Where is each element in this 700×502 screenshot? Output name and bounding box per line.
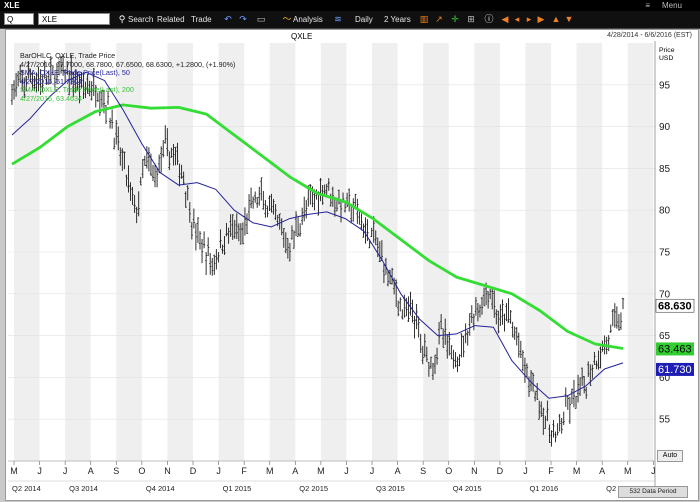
month-label: M <box>10 466 18 476</box>
month-label: A <box>395 466 401 476</box>
quarter-label: Q4 2014 <box>146 484 175 493</box>
legend-sma50-values: 4/27/2016, 61.7304 <box>20 76 82 86</box>
legend-sma200-values: 4/27/2016, 63.4634 <box>20 93 82 103</box>
month-label: O <box>445 466 452 476</box>
price-axis-unit-line2: USD <box>659 55 674 62</box>
month-label: F <box>548 466 554 476</box>
month-label: F <box>241 466 247 476</box>
month-label: S <box>113 466 119 476</box>
zoom-in-icon[interactable]: ▲ <box>551 14 561 24</box>
month-label: J <box>37 466 42 476</box>
menu-icon[interactable]: ≡ <box>645 1 650 10</box>
date-range: 4/28/2014 - 6/6/2016 (EST) <box>607 32 692 39</box>
month-label: M <box>317 466 325 476</box>
quarter-label: Q3 2015 <box>376 484 405 493</box>
legend-sma50-name: SMA, QXLE, Trade Price(Last), 50 <box>20 68 130 78</box>
trade-menu[interactable]: Trade <box>191 15 212 24</box>
search-icon[interactable]: ⚲ <box>118 14 126 24</box>
y-tick-label: 75 <box>659 248 671 259</box>
month-label: N <box>164 466 171 476</box>
month-label: J <box>370 466 375 476</box>
month-label: A <box>88 466 94 476</box>
sma200-price-tag-bg <box>656 342 694 356</box>
last-price-tag: 68.630 <box>658 300 692 312</box>
y-tick-label: 80 <box>659 206 671 217</box>
related-menu[interactable]: Related <box>157 15 185 24</box>
y-tick-label: 70 <box>659 289 671 300</box>
chart-title: QXLE <box>291 32 313 41</box>
month-label: J <box>63 466 68 476</box>
info-icon[interactable]: ⓘ <box>484 14 494 24</box>
window-titlebar: XLE ≡ Menu <box>0 0 700 11</box>
month-label: A <box>292 466 298 476</box>
data-period-label[interactable]: 532 Data Period <box>618 486 688 498</box>
redo-icon[interactable]: ↷ <box>239 14 247 24</box>
chart-style-icon[interactable]: ▥ <box>419 14 429 24</box>
month-label: M <box>266 466 274 476</box>
y-tick-label: 85 <box>659 164 671 175</box>
search-type-dropdown[interactable]: Q <box>4 13 34 25</box>
month-label: S <box>420 466 426 476</box>
auto-scale-button[interactable]: Auto <box>657 450 683 462</box>
month-label: O <box>138 466 145 476</box>
interval-select[interactable]: Daily <box>355 15 373 24</box>
last-price-tag-bg <box>655 298 695 313</box>
analysis-menu[interactable]: Analysis <box>293 15 323 24</box>
quarter-label: Q4 2015 <box>453 484 482 493</box>
zoom-out-icon[interactable]: ▼ <box>564 14 574 24</box>
month-label: J <box>344 466 349 476</box>
month-label: M <box>624 466 632 476</box>
price-axis-unit-line1: Price <box>659 47 675 54</box>
first-page-icon[interactable]: ◀ <box>501 14 509 24</box>
legend-ohlc-name: BarOHLC, QXLE, Trade Price <box>20 51 116 60</box>
sma50-price-tag: 61.730 <box>658 364 692 376</box>
next-page-icon[interactable]: ▸ <box>526 14 532 24</box>
sma200-price-tag: 63.463 <box>658 343 692 355</box>
symbol-value: XLE <box>42 15 58 24</box>
legend-ohlc-values: 4/27/2016, 67.7000, 68.7800, 67.6500, 68… <box>20 59 236 69</box>
y-tick-label: 95 <box>659 80 671 91</box>
search-type-value: Q <box>7 15 14 24</box>
month-label: D <box>190 466 197 476</box>
prev-page-icon[interactable]: ◂ <box>514 14 520 24</box>
quarter-label: Q2 2015 <box>299 484 328 493</box>
quarter-label: Q3 2014 <box>69 484 98 493</box>
quarter-label: Q1 2015 <box>223 484 252 493</box>
toolbar: Q XLE ⚲ Search Related Trade ↶ ↷ ▭ 〜 Ana… <box>0 11 700 29</box>
quarter-label: Q1 2016 <box>529 484 558 493</box>
y-tick-label: 55 <box>659 415 671 426</box>
grid-icon[interactable]: ⊞ <box>467 14 475 24</box>
sma50-price-tag-bg <box>656 362 694 376</box>
month-label: J <box>216 466 221 476</box>
last-page-icon[interactable]: ▶ <box>537 14 545 24</box>
drawing-icon[interactable]: ≋ <box>334 14 342 24</box>
sma200-line <box>11 103 624 350</box>
search-button[interactable]: Search <box>128 15 154 24</box>
sma50-line <box>11 71 624 399</box>
legend-sma200-name: SMA, QXLE, Trade Price(Last), 200 <box>20 85 134 95</box>
menu-button[interactable]: Menu <box>661 1 682 10</box>
month-label: D <box>497 466 504 476</box>
price-axis-unit: Price USD <box>659 47 675 63</box>
month-label: M <box>573 466 581 476</box>
undo-icon[interactable]: ↶ <box>224 14 232 24</box>
month-label: J <box>651 466 656 476</box>
folder-icon[interactable]: ▭ <box>256 14 266 24</box>
range-select[interactable]: 2 Years <box>384 15 411 24</box>
symbol-input[interactable]: XLE <box>38 13 110 25</box>
month-label: A <box>599 466 605 476</box>
crosshair-icon[interactable]: ✛ <box>451 14 459 24</box>
quarter-label: Q2 2014 <box>12 484 41 493</box>
analysis-icon[interactable]: 〜 <box>282 14 292 24</box>
line-chart-icon[interactable]: ↗ <box>435 14 443 24</box>
month-label: J <box>523 466 528 476</box>
month-label: N <box>471 466 478 476</box>
chart-legend: BarOHLC, QXLE, Trade Price 4/27/2016, 67… <box>20 51 236 104</box>
price-chart[interactable]: 55 60 65 70 75 80 85 90 95 M J J A S O N D J F M A M J J A S O N D J F… <box>5 29 699 501</box>
y-tick-label: 60 <box>659 373 671 384</box>
window-title: XLE <box>4 1 20 10</box>
y-tick-label: 65 <box>659 331 671 342</box>
y-tick-label: 90 <box>659 122 671 133</box>
